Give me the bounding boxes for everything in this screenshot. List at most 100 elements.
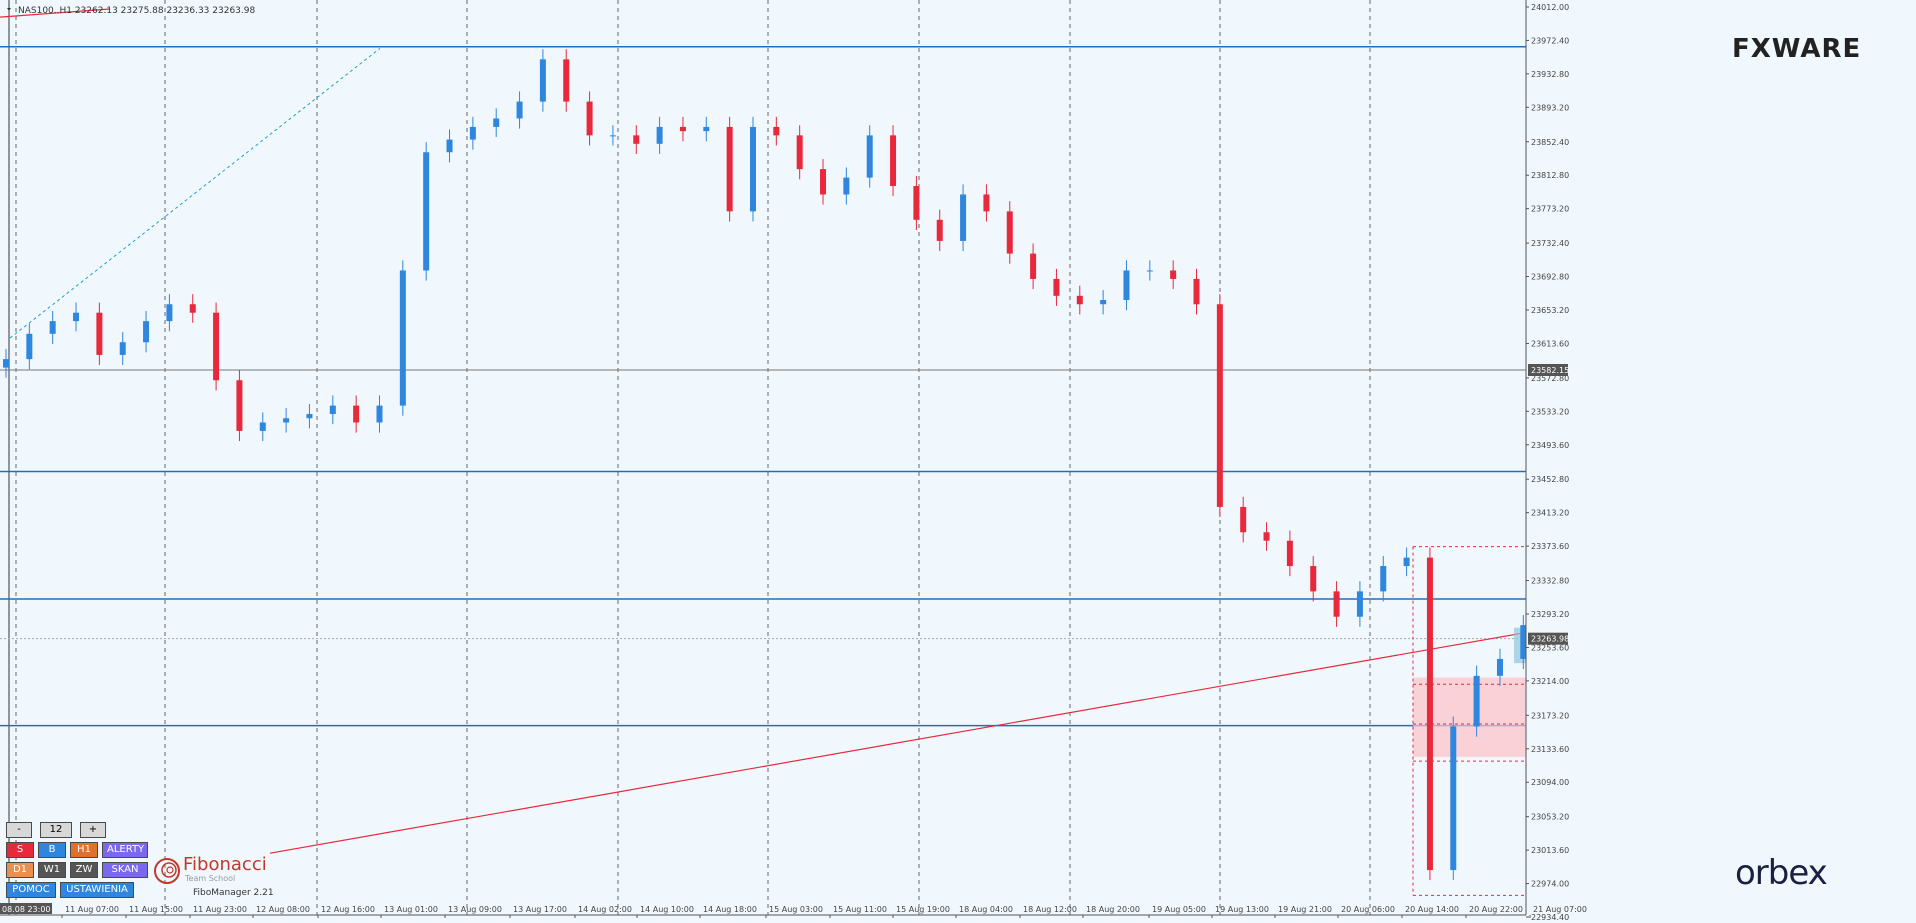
candle-body [189,304,196,313]
candle-body [703,126,710,132]
price-tick-label: 23653.20 [1531,306,1569,315]
time-tick-label: 14 Aug 02:00 [578,905,632,914]
candle-body [820,169,827,195]
candle-body [1310,566,1317,592]
buy-button[interactable]: B [38,842,66,858]
price-tick-label: 23493.60 [1531,441,1569,450]
period-controls: - 12 + [6,822,106,838]
price-axis-background [1526,0,1916,923]
candle-body [73,312,80,322]
candle-body [983,194,990,212]
time-tick-label: 20 Aug 06:00 [1341,905,1395,914]
candle-body [1286,540,1293,567]
price-tick-label: 23972.40 [1531,36,1569,45]
candle-body [3,359,9,368]
candle-body [446,139,453,153]
time-tick-label: 19 Aug 21:00 [1278,905,1332,914]
time-marker-bg [0,903,52,914]
candle-body [49,321,56,334]
candle-body [283,418,290,423]
time-tick-label: 12 Aug 16:00 [321,905,375,914]
candle-body [1240,506,1247,533]
period-value[interactable]: 12 [40,822,72,838]
candle-body [936,219,943,241]
alerts-button[interactable]: ALERTY [102,842,148,858]
candle-body [1356,591,1363,617]
scan-button[interactable]: SKAN [102,862,148,878]
team-school-text: Team School [185,874,236,883]
price-tick-label: 23013.60 [1531,846,1569,855]
candle-body [236,380,243,431]
price-tick-label: 24012.00 [1531,3,1569,12]
candle-body [960,194,967,241]
price-tick-label: 23572.80 [1531,374,1569,383]
price-tick-label: 23613.60 [1531,339,1569,348]
last-price-marker-bg [1528,632,1568,645]
candle-body [1333,591,1340,617]
d1-button[interactable]: D1 [6,862,34,878]
candle-body [143,321,150,343]
h1-button[interactable]: H1 [70,842,98,858]
time-tick-label: 11 Aug 07:00 [65,905,119,914]
decrease-button[interactable]: - [6,822,32,838]
trendline-dashed [9,47,381,339]
time-tick-label: 19 Aug 05:00 [1152,905,1206,914]
candle-body [1146,270,1153,272]
spiral-icon [154,858,180,884]
chevron-down-icon[interactable] [7,8,11,11]
candle-body [1426,557,1433,871]
candle-body [1450,726,1457,871]
fxware-text: FXWARE [1732,34,1862,64]
price-tick-label: 23413.20 [1531,509,1569,518]
candle-body [563,59,570,102]
timeframe-controls: D1 W1 ZW SKAN [6,862,148,878]
sell-button[interactable]: S [6,842,34,858]
candle-body [329,405,336,415]
candle-body [1403,557,1410,567]
price-tick-label: 23852.40 [1531,138,1569,147]
time-tick-label: 08.08 23:00 [2,905,51,914]
candle-body [890,135,897,187]
price-tick-label: 23732.40 [1531,239,1569,248]
candle-body [1216,304,1223,507]
time-tick-label: 14 Aug 10:00 [640,905,694,914]
candle-body [913,186,920,220]
price-marker-label: 23582.15 [1531,366,1569,375]
price-tick-label: 23214.00 [1531,677,1569,686]
increase-button[interactable]: + [80,822,106,838]
candle-body [259,422,266,431]
time-tick-label: 21 Aug 07:00 [1533,905,1587,914]
time-tick-label: 11 Aug 15:00 [129,905,183,914]
help-button[interactable]: POMOC [6,882,56,898]
candle-body [1053,278,1060,296]
candle-body [1520,625,1527,659]
candle-body [166,304,173,322]
candle-body [96,312,103,355]
settings-button[interactable]: USTAWIENIA [60,882,134,898]
time-tick-label: 18 Aug 12:00 [1023,905,1077,914]
time-tick-label: 18 Aug 04:00 [959,905,1013,914]
price-tick-label: 23373.60 [1531,542,1569,551]
price-tick-label: 23173.20 [1531,711,1569,720]
candle-body [539,59,546,102]
candle-body [1193,278,1200,305]
time-tick-label: 13 Aug 17:00 [513,905,567,914]
time-tick-label: 14 Aug 18:00 [703,905,757,914]
w1-button[interactable]: W1 [38,862,66,878]
fibomanager-version: FiboManager 2.21 [193,888,274,898]
zw-button[interactable]: ZW [70,862,98,878]
price-axis: 24012.00 23972.40 23932.80 23893.20 23852.40… [1525,0,1916,923]
candle-body [773,126,780,136]
candle-body [1170,270,1177,279]
candle-body [26,333,33,360]
time-tick-label: 15 Aug 19:00 [896,905,950,914]
symbol-header: NAS100..H1 23262.13 23275.88 23236.33 23… [18,6,255,16]
candle-body [796,135,803,170]
time-tick-label: 15 Aug 11:00 [833,905,887,914]
signal-controls: S B H1 ALERTY [6,842,148,858]
price-tick-label: 22974.00 [1531,880,1569,889]
price-tick-label: 23133.60 [1531,745,1569,754]
price-tick-label: 23932.80 [1531,70,1569,79]
price-tick-label: 23692.80 [1531,273,1569,282]
